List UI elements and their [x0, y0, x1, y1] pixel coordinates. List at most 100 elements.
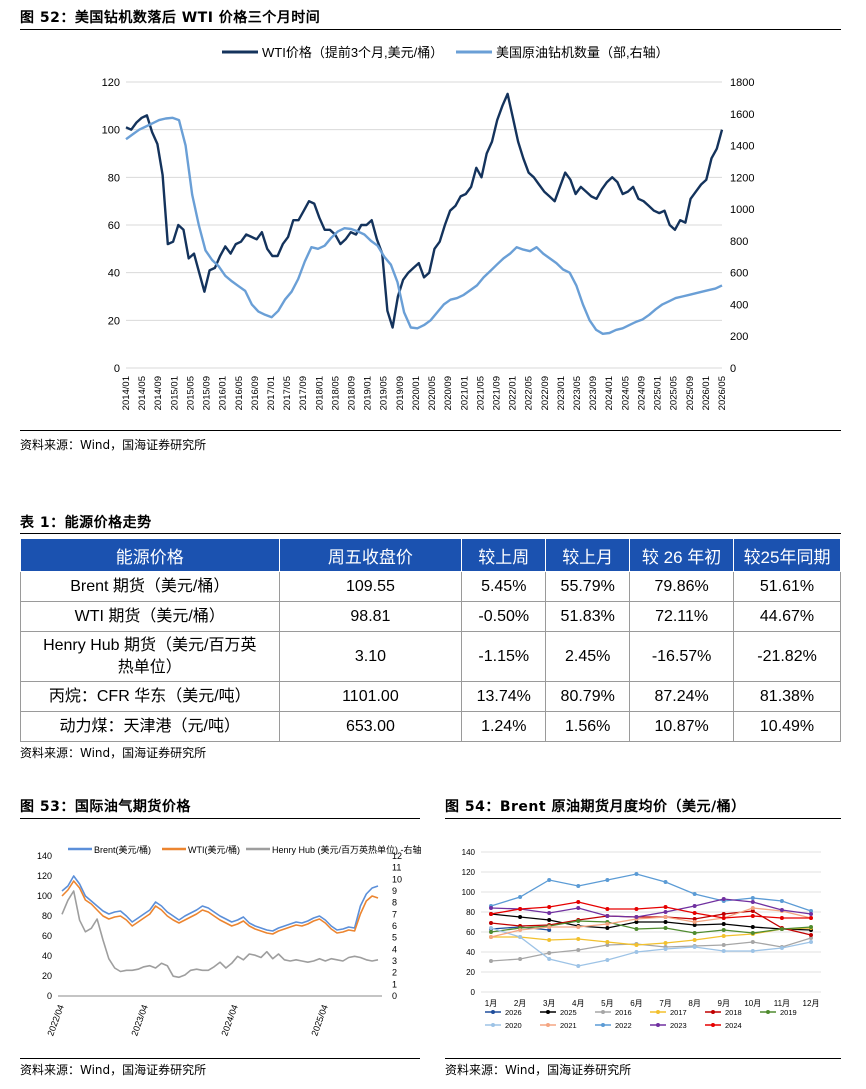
cell-name: 动力煤：天津港（元/吨） — [20, 711, 280, 742]
th-name: 能源价格 — [20, 538, 280, 572]
fig54-series-2022 — [490, 873, 812, 912]
fig52-series-rig — [125, 116, 723, 335]
fig54-legend-marker — [546, 1010, 550, 1014]
fig52-x-tick: 2020/05 — [427, 376, 438, 410]
fig52-x-tick: 2023/05 — [572, 376, 583, 410]
fig54-point-2017 — [547, 938, 552, 942]
fig54-series-2018 — [490, 910, 812, 936]
th-ytd: 较 26 年初 — [629, 538, 735, 572]
fig52-y-left-tick: 40 — [108, 268, 120, 280]
fig54-point-2020 — [750, 949, 755, 953]
fig54-y-tick: 60 — [466, 928, 475, 937]
fig52-x-tick: 2025/09 — [685, 376, 696, 410]
fig53-y-left-tick: 60 — [42, 931, 52, 941]
fig54-y-tick: 100 — [462, 888, 476, 897]
fig54-point-2021 — [489, 935, 493, 939]
fig52-x-tick: 2016/05 — [234, 376, 245, 410]
fig54-point-2018 — [750, 909, 755, 913]
fig52-y-right-tick: 400 — [730, 299, 748, 311]
fig54-point-2017 — [576, 937, 581, 941]
fig54-x-tick: 5月 — [601, 999, 613, 1008]
fig54-y-tick: 40 — [466, 948, 475, 957]
fig53-y-right-tick: 11 — [392, 863, 401, 873]
fig54-point-2025 — [634, 920, 639, 924]
fig54-x-tick: 10月 — [744, 999, 761, 1008]
fig53-y-right-tick: 6 — [392, 921, 397, 931]
th-close: 周五收盘价 — [278, 538, 463, 572]
fig54-point-2016 — [576, 948, 581, 952]
fig54-point-2023 — [605, 914, 610, 918]
fig54-chart: 0 20 40 60 80 100 120 140 1月 2月 3月 4月 5月 6月 7月 8月 9月 10月 1… — [462, 848, 821, 1030]
fig54-series-2023 — [490, 898, 812, 918]
cell-name: Henry Hub 期货（美元/百万英 热单位） — [20, 631, 280, 682]
fig52-x-tick: 2014/05 — [137, 376, 148, 410]
cell-yoy: -21.82% — [733, 631, 841, 682]
fig52-y-right-tick: 200 — [730, 331, 748, 343]
fig53-bottom-rule — [20, 1058, 420, 1059]
fig54-point-2025 — [750, 925, 755, 929]
fig52-x-tick: 2017/01 — [266, 376, 277, 410]
fig54-point-2022 — [663, 880, 668, 884]
fig52-x-tick: 2015/09 — [202, 376, 213, 410]
cell-yoy: 81.38% — [733, 681, 841, 712]
table1-title: 表 1：能源价格走势 — [20, 515, 152, 531]
fig53-y-right-tick: 4 — [392, 944, 397, 954]
fig54-x-tick: 6月 — [630, 999, 642, 1008]
fig54-point-2023 — [547, 911, 552, 915]
fig54-point-2016 — [518, 957, 523, 961]
fig54-series-2025 — [490, 913, 812, 931]
fig52-x-tick: 2020/01 — [411, 376, 422, 410]
fig53-legend-hh: Henry Hub (美元/百万英热单位) -右轴 — [272, 844, 422, 855]
cell-yoy: 44.67% — [733, 601, 841, 632]
fig53-y-right-tick: 7 — [392, 909, 397, 919]
cell-wow: 1.24% — [461, 711, 547, 742]
fig53-y-right-tick: 10 — [392, 874, 402, 884]
fig54-point-2022 — [547, 878, 552, 882]
fig54-legend-marker — [711, 1023, 715, 1027]
fig54-point-2024 — [518, 907, 523, 911]
cell-ytd: 72.11% — [629, 601, 735, 632]
fig53-x-tick: 2025/04 — [309, 1003, 330, 1037]
fig52-x-tick: 2025/01 — [653, 376, 664, 410]
fig54-point-2017 — [634, 943, 639, 947]
fig54-point-2017 — [721, 934, 726, 938]
fig54-point-2020 — [547, 957, 552, 961]
cell-ytd: 79.86% — [629, 571, 735, 602]
cell-name: WTI 期货（美元/桶） — [20, 601, 280, 632]
fig52-x-tick: 2020/09 — [443, 376, 454, 410]
fig54-legend-label: 2026 — [505, 1008, 522, 1017]
fig54-point-2024 — [750, 914, 755, 918]
fig54-point-2017 — [605, 940, 610, 944]
fig54-point-2023 — [721, 897, 726, 901]
cell-close: 109.55 — [278, 571, 463, 602]
fig52-legend-wti: WTI价格（提前3个月,美元/桶） — [262, 45, 443, 60]
cell-yoy: 51.61% — [733, 571, 841, 602]
fig54-point-2019 — [634, 927, 639, 931]
fig53-x-tick: 2022/04 — [45, 1003, 66, 1037]
fig53-y-left-tick: 20 — [42, 971, 52, 981]
fig52-x-tick: 2019/01 — [363, 376, 374, 410]
fig52-x-tick: 2016/01 — [218, 376, 229, 410]
fig52-y-left-tick: 100 — [102, 125, 120, 137]
fig54-source: 资料来源：Wind，国海证券研究所 — [445, 1063, 632, 1077]
fig54-legend-label: 2022 — [615, 1021, 632, 1030]
fig54-point-2024 — [489, 912, 493, 916]
fig54-series-2020 — [490, 927, 812, 967]
fig54-point-2025 — [663, 920, 668, 924]
fig52-x-tick: 2022/01 — [508, 376, 519, 410]
fig52-x-tick: 2024/01 — [604, 376, 615, 410]
fig54-point-2020 — [576, 964, 581, 968]
fig54-point-2026 — [547, 928, 552, 932]
fig54-x-tick: 1月 — [485, 999, 497, 1008]
cell-ytd: 10.87% — [629, 711, 735, 742]
fig54-x-tick: 9月 — [718, 999, 730, 1008]
fig53-y-right-tick: 12 — [392, 851, 402, 861]
fig54-point-2020 — [809, 940, 813, 944]
cell-ytd: 87.24% — [629, 681, 735, 712]
cell-name: 丙烷：CFR 华东（美元/吨） — [20, 681, 280, 712]
fig52-source-rule — [20, 430, 841, 431]
cell-mom: 51.83% — [545, 601, 631, 632]
fig53-y-right-tick: 1 — [392, 979, 397, 989]
cell-close: 98.81 — [278, 601, 463, 632]
fig53-top-rule — [20, 818, 420, 819]
